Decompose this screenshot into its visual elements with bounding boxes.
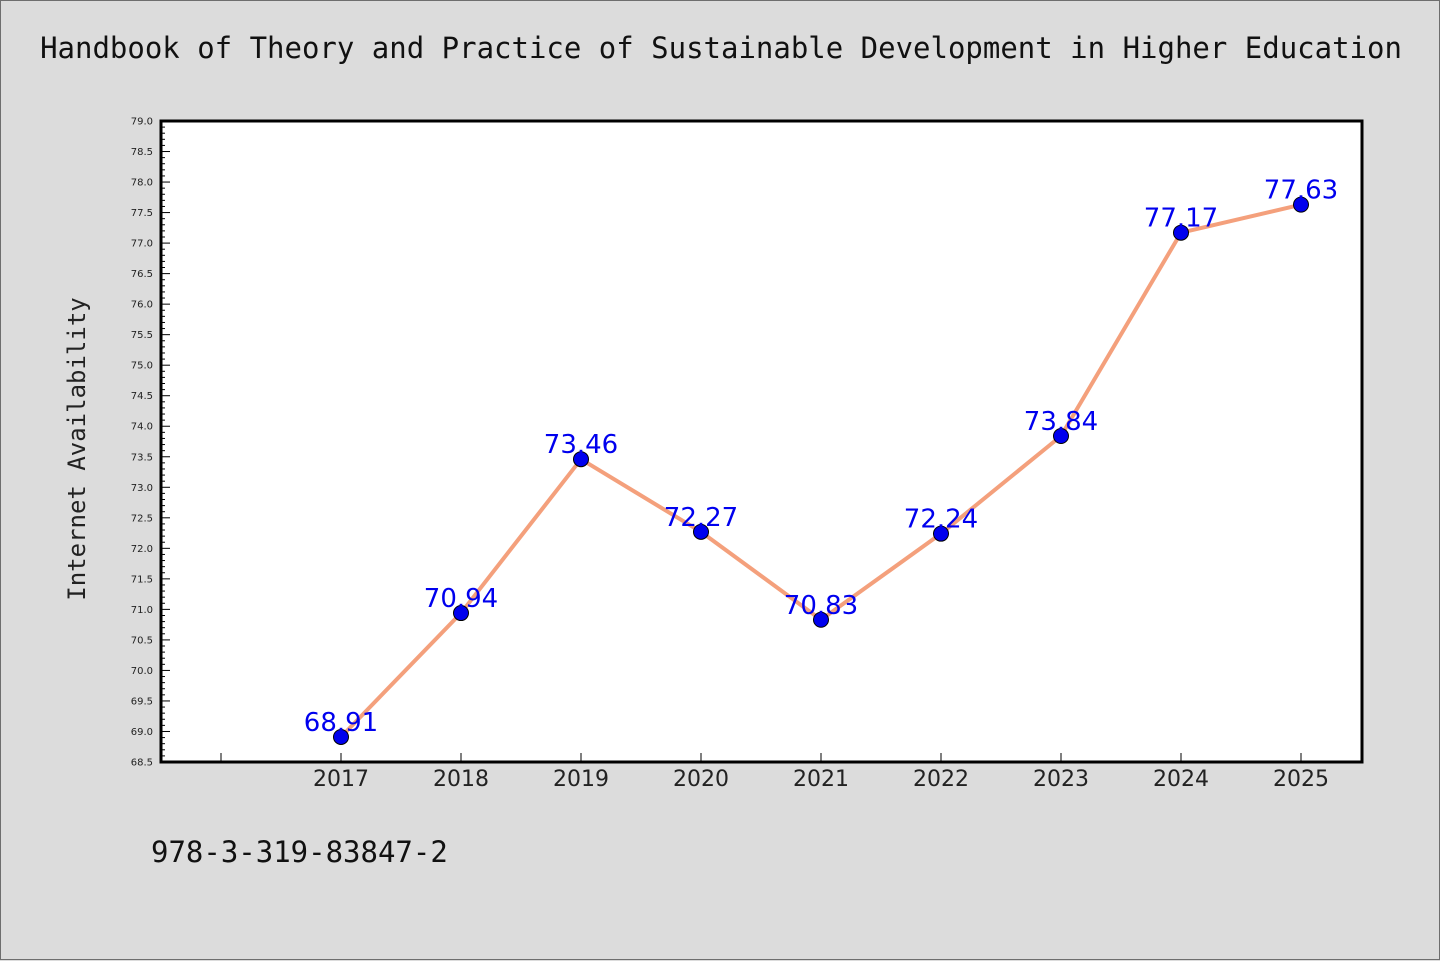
data-label: 72.27 [664,503,738,533]
y-tick-label: 70.5 [131,635,153,646]
data-point [573,451,589,468]
data-label: 68.91 [304,708,378,738]
chart-title: Handbook of Theory and Practice of Susta… [40,31,1402,65]
y-tick-label: 71.0 [131,605,153,616]
data-point [693,523,709,540]
y-tick-label: 72.5 [131,513,153,524]
data-point [1173,224,1189,241]
y-tick-label: 73.0 [131,483,153,494]
y-tick-label: 69.5 [131,696,153,707]
x-tick-label: 2018 [433,767,489,792]
data-label: 70.94 [424,584,498,614]
x-tick-label: 2020 [673,767,729,792]
y-tick-label: 70.0 [131,666,153,677]
y-tick-label: 77.0 [131,239,153,250]
y-tick-label: 71.5 [131,574,153,585]
y-tick-label: 75.5 [131,330,153,341]
data-label: 77.17 [1144,204,1218,234]
data-label: 72.24 [904,505,978,535]
y-tick-label: 76.0 [131,300,153,311]
data-label: 77.63 [1264,176,1338,206]
isbn-text: 978-3-319-83847-2 [151,835,448,869]
y-tick-label: 77.5 [131,208,153,219]
x-tick-label: 2019 [553,767,609,792]
x-tick-label: 2017 [313,767,369,792]
y-tick-label: 74.0 [131,422,153,433]
x-tick-label: 2022 [913,767,969,792]
x-tick-label: 2024 [1153,767,1209,792]
y-tick-label: 76.5 [131,269,153,280]
x-tick-label: 2025 [1273,767,1329,792]
y-tick-label: 73.5 [131,452,153,463]
y-tick-label: 78.0 [131,178,153,189]
y-tick-label: 74.5 [131,391,153,402]
y-tick-label: 72.0 [131,544,153,555]
data-point [333,728,349,745]
y-tick-label: 68.5 [131,758,153,769]
data-label: 70.83 [784,591,858,621]
y-tick-label: 79.0 [131,117,153,128]
data-label: 73.84 [1024,407,1098,437]
data-point [1053,428,1069,445]
y-tick-label: 78.5 [131,147,153,158]
data-point [453,605,469,622]
x-tick-label: 2023 [1033,767,1089,792]
data-point [813,611,829,628]
y-tick-label: 75.0 [131,361,153,372]
data-point [933,525,949,542]
x-tick-label: 2021 [793,767,849,792]
y-tick-label: 69.0 [131,727,153,738]
plot-area [161,121,1362,762]
data-point [1293,196,1309,213]
plot-frame [159,119,1364,764]
data-label: 73.46 [544,430,618,460]
